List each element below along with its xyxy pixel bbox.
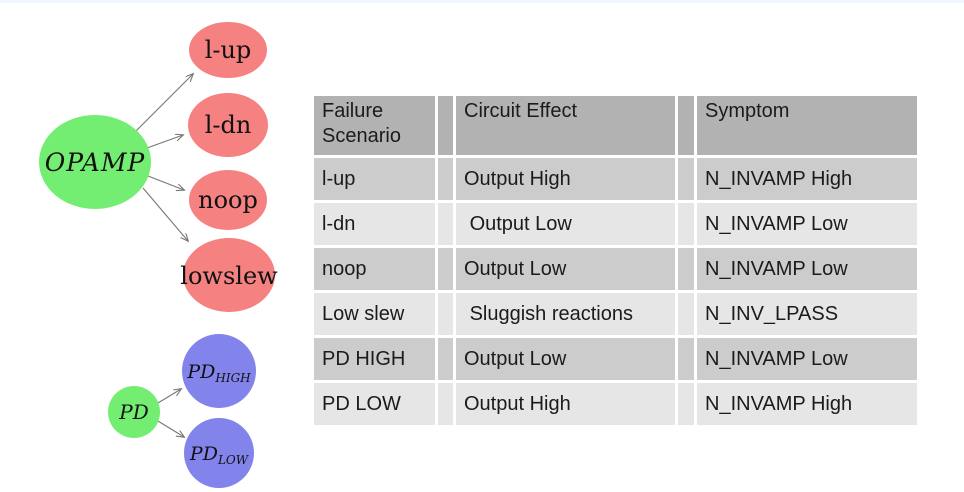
edge-opamp-lup	[134, 74, 193, 133]
cell-symptom: N_INVAMP Low	[697, 338, 917, 380]
table-row: PD LOW Output High N_INVAMP High	[314, 383, 917, 425]
node-noop	[189, 170, 267, 230]
header-failure-scenario: Failure Scenario	[314, 96, 435, 155]
cell-symptom: N_INVAMP High	[697, 383, 917, 425]
node-pdhigh	[182, 334, 256, 408]
node-opamp-label: OPAMP	[45, 148, 146, 177]
cell-symptom: N_INVAMP High	[697, 158, 917, 200]
cell-effect: Output High	[456, 158, 675, 200]
header-spacer-2	[678, 96, 694, 155]
fault-tree-diagram: OPAMP l-up l-dn noop lowslew PD PDHIGH P…	[39, 22, 278, 488]
opamp-edges	[134, 74, 193, 241]
cell-scenario: Low slew	[314, 293, 435, 335]
edge-opamp-noop	[147, 175, 184, 190]
top-border-strip	[0, 0, 964, 3]
table-row: l-dn Output Low N_INVAMP Low	[314, 203, 917, 245]
node-pdhigh-label: PDHIGH	[186, 361, 251, 385]
cell-symptom: N_INV_LPASS	[697, 293, 917, 335]
pdhigh-label-subscript: HIGH	[214, 371, 251, 385]
table-row: l-up Output High N_INVAMP High	[314, 158, 917, 200]
node-opamp	[39, 115, 151, 209]
table-row: noop Output Low N_INVAMP Low	[314, 248, 917, 290]
cell-symptom: N_INVAMP Low	[697, 248, 917, 290]
cell-symptom: N_INVAMP Low	[697, 203, 917, 245]
node-lowslew	[183, 238, 275, 312]
cell-scenario: l-up	[314, 158, 435, 200]
node-lup	[189, 22, 267, 78]
cell-scenario: PD LOW	[314, 383, 435, 425]
pdlow-label-subscript: LOW	[217, 453, 250, 467]
table-header-row: Failure Scenario Circuit Effect Symptom	[314, 96, 917, 155]
node-pd-label: PD	[118, 400, 149, 424]
node-pdlow	[184, 418, 254, 488]
node-ldn	[188, 93, 268, 157]
header-spacer-1	[438, 96, 453, 155]
node-pdlow-label: PDLOW	[189, 443, 250, 467]
table-row: Low slew Sluggish reactions N_INV_LPASS	[314, 293, 917, 335]
pd-edges	[157, 389, 184, 437]
cell-scenario: PD HIGH	[314, 338, 435, 380]
edge-pd-pdlow	[157, 420, 184, 437]
cell-effect: Output Low	[456, 203, 675, 245]
cell-effect: Output Low	[456, 248, 675, 290]
pdlow-label-main: PD	[189, 443, 218, 465]
node-noop-label: noop	[198, 186, 258, 214]
header-circuit-effect: Circuit Effect	[456, 96, 675, 155]
node-ldn-label: l-dn	[205, 111, 252, 139]
pdhigh-label-main: PD	[186, 361, 215, 383]
cell-effect: Sluggish reactions	[456, 293, 675, 335]
cell-scenario: l-dn	[314, 203, 435, 245]
edge-pd-pdhigh	[157, 389, 181, 404]
cell-effect: Output Low	[456, 338, 675, 380]
table-row: PD HIGH Output Low N_INVAMP Low	[314, 338, 917, 380]
cell-effect: Output High	[456, 383, 675, 425]
edge-opamp-lowslew	[142, 187, 188, 241]
edge-opamp-ldn	[146, 135, 183, 149]
node-lowslew-label: lowslew	[180, 262, 278, 290]
cell-scenario: noop	[314, 248, 435, 290]
header-symptom: Symptom	[697, 96, 917, 155]
node-pd	[108, 386, 160, 438]
node-lup-label: l-up	[205, 36, 252, 64]
fault-symptom-table: Failure Scenario Circuit Effect Symptom …	[311, 93, 920, 428]
